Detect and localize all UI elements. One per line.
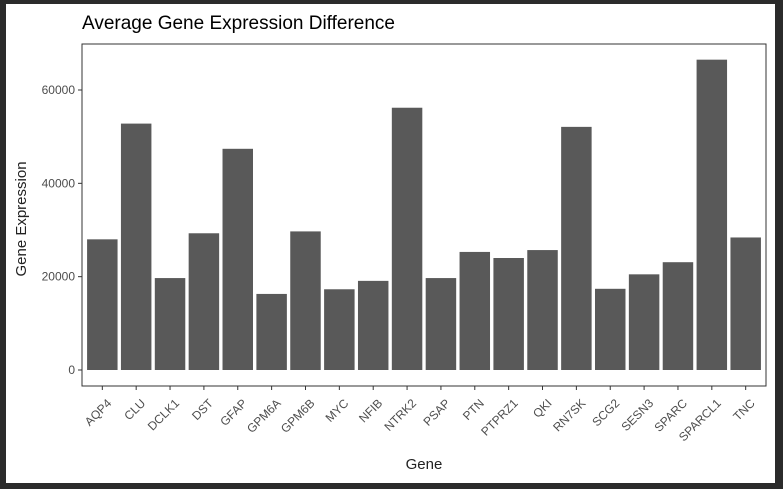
y-tick-label: 40000 xyxy=(42,176,76,190)
plot-panel xyxy=(81,43,767,387)
bars-group xyxy=(87,59,761,371)
bar-ptprz1 xyxy=(493,258,524,370)
bar-dst xyxy=(188,233,220,370)
x-tick-label: NTRK2 xyxy=(381,396,419,434)
bar-sesn3 xyxy=(628,274,660,370)
x-tick-label: RN7SK xyxy=(550,396,588,434)
bar-nfib xyxy=(357,280,389,370)
x-tick-label: GPM6B xyxy=(278,396,318,436)
bar-chart: Average Gene Expression Difference 0 2000… xyxy=(13,13,767,473)
chart-title: Average Gene Expression Difference xyxy=(82,13,395,34)
x-tick-label: PSAP xyxy=(420,396,453,429)
x-tick-label: NFIB xyxy=(356,396,385,425)
x-axis-label: Gene xyxy=(406,456,443,473)
y-tick-label: 20000 xyxy=(42,270,76,284)
x-tick-label: DCLK1 xyxy=(145,396,182,433)
x-tick-label: SESN3 xyxy=(618,396,656,434)
bar-dclk1 xyxy=(154,278,186,370)
bar-rn7sk xyxy=(561,126,592,371)
bar-gfap xyxy=(222,148,253,370)
bar-ntrk2 xyxy=(391,107,423,370)
bar-aqp4 xyxy=(87,239,118,370)
bar-clu xyxy=(120,123,152,370)
bar-ptn xyxy=(459,251,491,370)
bar-scg2 xyxy=(595,288,626,370)
y-tick-label: 0 xyxy=(68,363,75,377)
bar-myc xyxy=(324,289,355,370)
x-tick-label: QKI xyxy=(530,396,555,421)
bar-gpm6a xyxy=(256,293,287,370)
bar-sparc xyxy=(662,262,694,370)
bar-qki xyxy=(527,250,558,370)
x-tick-label: PTPRZ1 xyxy=(478,396,521,439)
x-tick-label: DST xyxy=(189,396,216,423)
x-tick-label: CLU xyxy=(121,396,148,423)
x-tick-label: TNC xyxy=(730,396,758,424)
bar-tnc xyxy=(730,237,761,370)
bar-gpm6b xyxy=(290,231,321,370)
x-tick-label: PTN xyxy=(460,396,487,423)
x-tick-label: AQP4 xyxy=(82,396,115,429)
x-tick-label: GPM6A xyxy=(244,396,284,436)
x-tick-label: MYC xyxy=(323,396,352,425)
chart-frame: Average Gene Expression Difference 0 2000… xyxy=(6,4,775,483)
bar-psap xyxy=(425,278,457,370)
y-axis-label: Gene Expression xyxy=(13,161,30,276)
y-axis: 0 20000 40000 60000 xyxy=(42,83,82,377)
y-tick-label: 60000 xyxy=(42,83,76,97)
bar-sparcl1 xyxy=(696,59,728,371)
